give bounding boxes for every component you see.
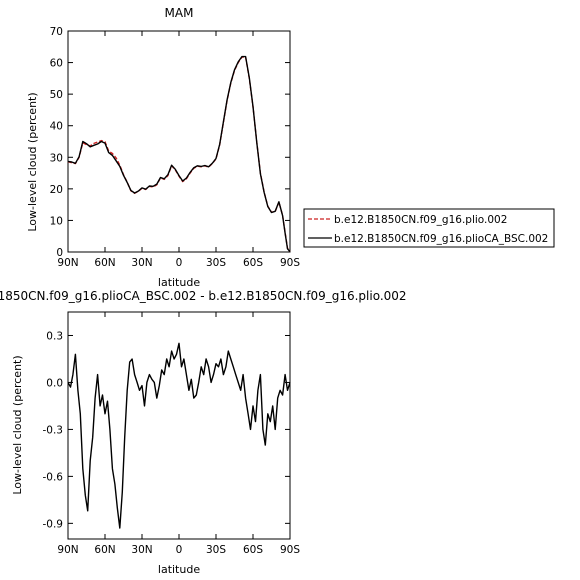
bottom-chart-y-axis: 0.3 0.0 -0.3 -0.6 -0.9 [43,330,290,530]
y-tick-label: 60 [50,58,63,70]
bottom-chart-x-axis: 90N 60N 30N 0 30S 60S 90S [57,312,300,556]
y-tick-label: -0.3 [43,424,64,436]
legend-label-plio: b.e12.B1850CN.f09_g16.plio.002 [334,214,507,226]
y-tick-label: 20 [50,184,63,196]
top-chart-y-axis: 0 10 20 30 40 50 60 70 [50,26,290,259]
y-tick-label: 40 [50,121,63,133]
legend-box [303,208,555,248]
x-tick-label: 30N [131,257,152,269]
top-chart-ylabel: Low-level cloud (percent) [26,92,39,231]
x-tick-label: 60S [243,257,263,269]
x-tick-label: 60N [94,257,115,269]
x-tick-label: 0 [176,544,183,556]
series-line [67,56,291,253]
top-chart-lines [67,55,291,253]
y-tick-label: 0 [56,247,63,259]
top-chart-xlabel: latitude [158,276,200,289]
y-tick-label: -0.6 [43,471,64,483]
top-chart-title: MAM [165,6,194,20]
series-line [67,55,291,253]
bottom-chart-xlabel: latitude [158,563,200,576]
legend-label-pliocabsc: b.e12.B1850CN.f09_g16.plioCA_BSC.002 [334,233,548,245]
bottom-chart-lines [67,342,291,529]
x-tick-label: 90S [280,257,300,269]
y-tick-label: 10 [50,215,63,227]
y-tick-label: 30 [50,152,63,164]
x-tick-label: 0 [176,257,183,269]
series-line [67,342,291,529]
bottom-chart-ylabel: Low-level cloud (percent) [11,355,24,494]
y-tick-label: 0.3 [46,330,63,342]
legend: b.e12.B1850CN.f09_g16.plio.002 b.e12.B18… [303,208,555,248]
y-tick-label: 0.0 [46,377,63,389]
x-tick-label: 30S [206,257,226,269]
y-tick-label: 70 [50,26,63,38]
x-tick-label: 90N [57,257,78,269]
bottom-chart: b.e12.B1850CN.f09_g16.plioCA_BSC.002 - b… [0,289,407,576]
y-tick-label: 50 [50,89,63,101]
x-tick-label: 90S [280,544,300,556]
top-chart-x-axis: 90N 60N 30N 0 30S 60S 90S [57,31,300,269]
y-tick-label: -0.9 [43,518,64,530]
bottom-chart-title: b.e12.B1850CN.f09_g16.plioCA_BSC.002 - b… [0,289,407,303]
x-tick-label: 60S [243,544,263,556]
x-tick-label: 30N [131,544,152,556]
x-tick-label: 60N [94,544,115,556]
x-tick-label: 30S [206,544,226,556]
x-tick-label: 90N [57,544,78,556]
